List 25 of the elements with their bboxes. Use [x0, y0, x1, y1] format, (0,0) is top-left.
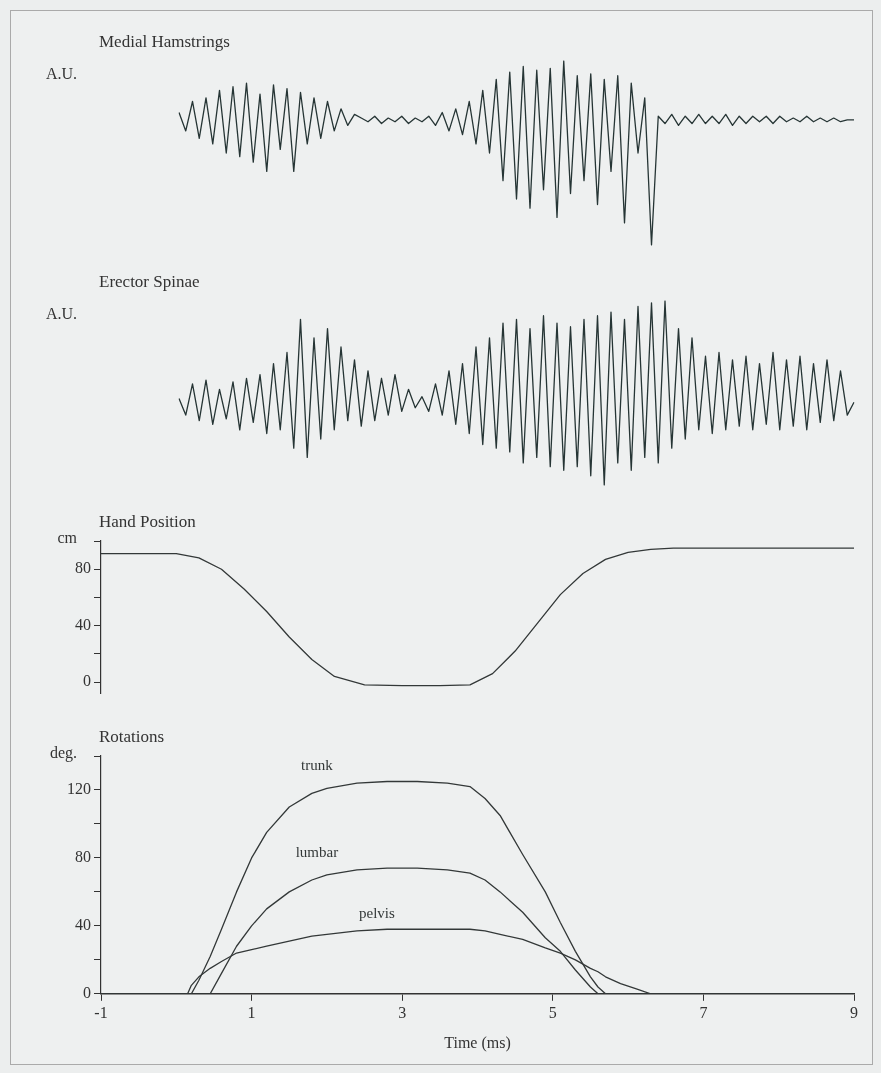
- x-tick-label: 9: [850, 1003, 858, 1021]
- series-label: trunk: [301, 756, 334, 773]
- y-axis-title: cm: [57, 529, 78, 547]
- x-tick-label: 1: [247, 1003, 256, 1021]
- series-label: pelvis: [358, 904, 395, 921]
- y-tick-label: 0: [83, 984, 91, 1001]
- y-tick-label: 80: [75, 848, 91, 866]
- y-tick-label: 40: [75, 615, 91, 633]
- y-axis-title: A.U.: [45, 305, 77, 323]
- x-tick-label: -1: [94, 1003, 108, 1021]
- x-axis-title: Time (ms): [444, 1034, 511, 1053]
- y-tick-label: 0: [83, 672, 91, 690]
- y-axis-title: A.U.: [45, 65, 77, 83]
- x-tick-label: 5: [548, 1003, 557, 1021]
- chart-title: Rotations: [99, 726, 165, 746]
- series-label: lumbar: [295, 843, 339, 860]
- x-tick-label: 7: [699, 1003, 708, 1021]
- y-tick-label: 80: [75, 559, 91, 577]
- y-tick-label: 120: [67, 780, 91, 798]
- y-tick-label: 40: [75, 916, 91, 934]
- x-tick-label: 3: [398, 1003, 407, 1021]
- chart-title: Hand Position: [99, 511, 197, 531]
- chart-title: Medial Hamstrings: [99, 31, 230, 51]
- chart-title: Erector Spinae: [99, 271, 200, 291]
- y-axis-title: deg.: [49, 744, 77, 763]
